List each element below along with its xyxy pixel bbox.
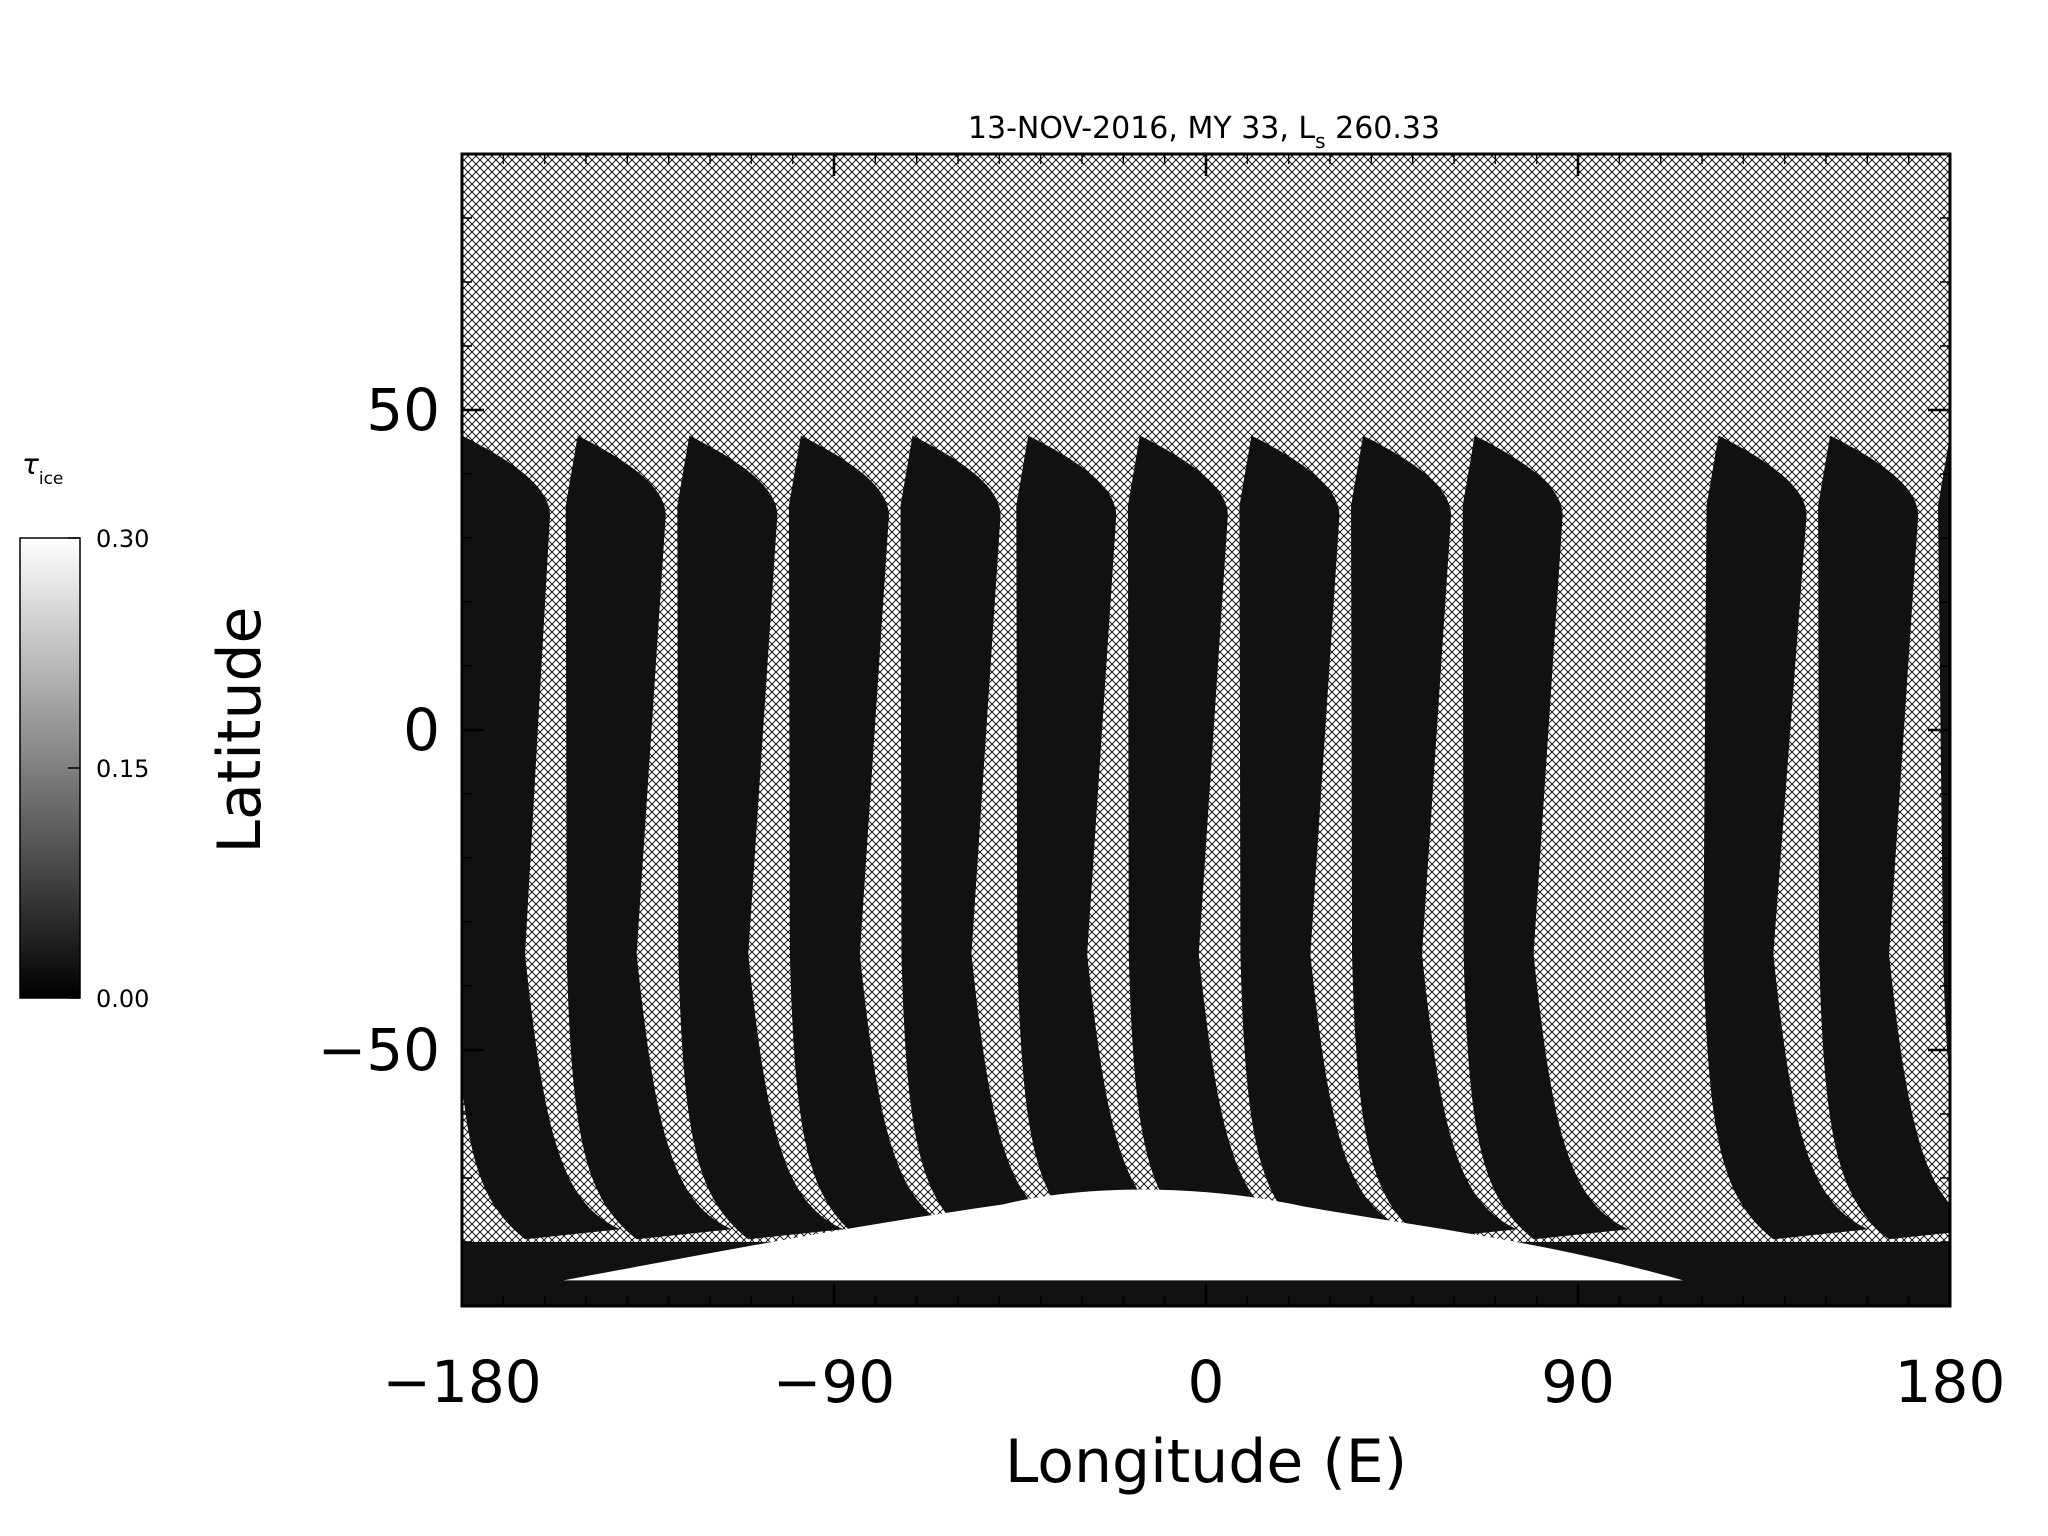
x-tick-label: −180 [382, 1348, 541, 1416]
swath-1 [1938, 435, 1950, 1084]
x-tick-labels: −180 −90 0 90 180 [382, 1348, 2005, 1416]
colorbar-tick-label: 0.30 [96, 525, 149, 553]
plot-area [462, 154, 1950, 1306]
swath-8 [1239, 435, 1406, 1240]
swath-5 [900, 435, 1067, 1240]
chart-title: 13-NOV-2016, MY 33, Ls 260.33 [968, 111, 1440, 153]
y-tick-label: 0 [403, 696, 440, 764]
axis-ticks [460, 153, 1952, 1307]
swath-6 [1016, 435, 1183, 1240]
swath-3 [677, 435, 844, 1240]
swath-1 [462, 435, 621, 1240]
x-tick-label: 90 [1541, 1348, 1615, 1416]
x-tick-label: 180 [1895, 1348, 2006, 1416]
swath-7 [1127, 435, 1294, 1240]
colorbar-ticks: 0.00 0.15 0.30 [68, 525, 149, 1013]
colorbar-tick-label: 0.00 [96, 985, 149, 1013]
x-tick-label: 0 [1188, 1348, 1225, 1416]
swath-4 [788, 435, 955, 1240]
swath-10 [1462, 435, 1629, 1240]
colorbar: τice 0.00 0.15 0.30 [19, 448, 149, 1013]
south-polar-ice-cloud [563, 1189, 1684, 1281]
colorbar-tick-label: 0.15 [96, 755, 149, 783]
colorbar-label: τice [22, 448, 63, 489]
swath-11 [1703, 435, 1869, 1240]
swath-9 [1351, 435, 1517, 1240]
y-tick-labels: 50 0 −50 [318, 376, 440, 1084]
x-tick-label: −90 [773, 1348, 895, 1416]
y-tick-label: 50 [366, 376, 440, 444]
x-axis-label: Longitude (E) [1005, 1427, 1407, 1497]
y-tick-label: −50 [318, 1016, 440, 1084]
y-axis-label: Latitude [205, 607, 275, 854]
swath-2 [565, 435, 732, 1240]
swath-12 [1818, 435, 1950, 1240]
